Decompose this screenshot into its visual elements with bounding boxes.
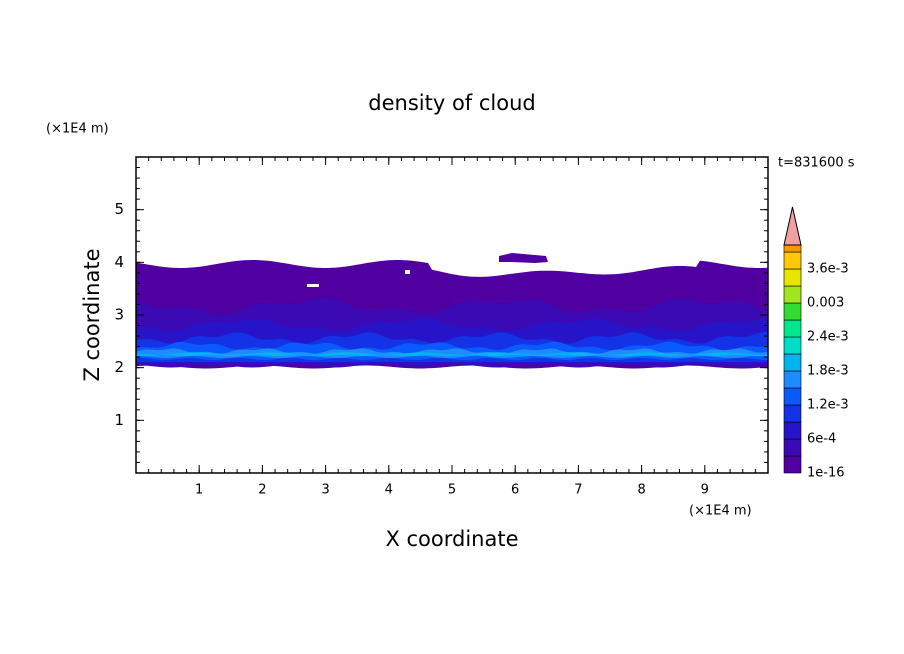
y-tick-label: 4: [114, 253, 124, 271]
x-unit: (×1E4 m): [689, 504, 752, 519]
gap: [307, 284, 319, 287]
contour-band: [136, 348, 768, 358]
contour-field: [136, 253, 768, 369]
contour-band: [499, 253, 548, 263]
colorbar-extend: [783, 206, 802, 246]
x-tick-label: 8: [637, 483, 645, 498]
y-unit: (×1E4 m): [46, 122, 109, 137]
gap: [405, 270, 410, 274]
chart-title: density of cloud: [368, 91, 535, 115]
colorbar-swatch: [783, 302, 802, 321]
x-tick-label: 4: [385, 483, 393, 498]
colorbar-swatch: [783, 244, 802, 253]
x-tick-label: 3: [321, 483, 329, 498]
colorbar-label: 6e-4: [807, 432, 836, 447]
colorbar-swatch: [783, 268, 802, 287]
colorbar-label: 2.4e-3: [807, 330, 849, 345]
colorbar-swatch: [783, 455, 802, 474]
colorbar-swatch: [783, 251, 802, 270]
x-tick-label: 5: [448, 483, 456, 498]
y-tick-label: 5: [114, 200, 124, 218]
colorbar-swatch: [783, 404, 802, 423]
y-tick-label: 3: [114, 306, 124, 324]
x-tick-label: 9: [701, 483, 709, 498]
colorbar-swatch: [783, 336, 802, 355]
colorbar-swatch: [783, 438, 802, 457]
x-tick-label: 7: [574, 483, 582, 498]
colorbar-swatch: [783, 319, 802, 338]
x-tick-label: 6: [511, 483, 519, 498]
x-tick-label: 1: [195, 483, 203, 498]
colorbar-swatch: [783, 353, 802, 372]
x-axis-label: X coordinate: [385, 527, 518, 551]
colorbar-swatch: [783, 285, 802, 304]
colorbar-swatch: [783, 421, 802, 440]
time-label: t=831600 s: [778, 156, 855, 171]
y-tick-label: 2: [114, 358, 124, 376]
colorbar-swatch: [783, 387, 802, 406]
y-axis-label: Z coordinate: [80, 248, 104, 381]
colorbar-label: 3.6e-3: [807, 262, 849, 277]
colorbar-swatch: [783, 370, 802, 389]
colorbar-label: 1.8e-3: [807, 364, 849, 379]
colorbar-label: 1e-16: [807, 466, 845, 481]
contour-band: [136, 352, 768, 357]
y-tick-label: 1: [114, 411, 124, 429]
colorbar-label: 1.2e-3: [807, 398, 849, 413]
x-tick-label: 2: [258, 483, 266, 498]
colorbar-label: 0.003: [807, 296, 844, 311]
